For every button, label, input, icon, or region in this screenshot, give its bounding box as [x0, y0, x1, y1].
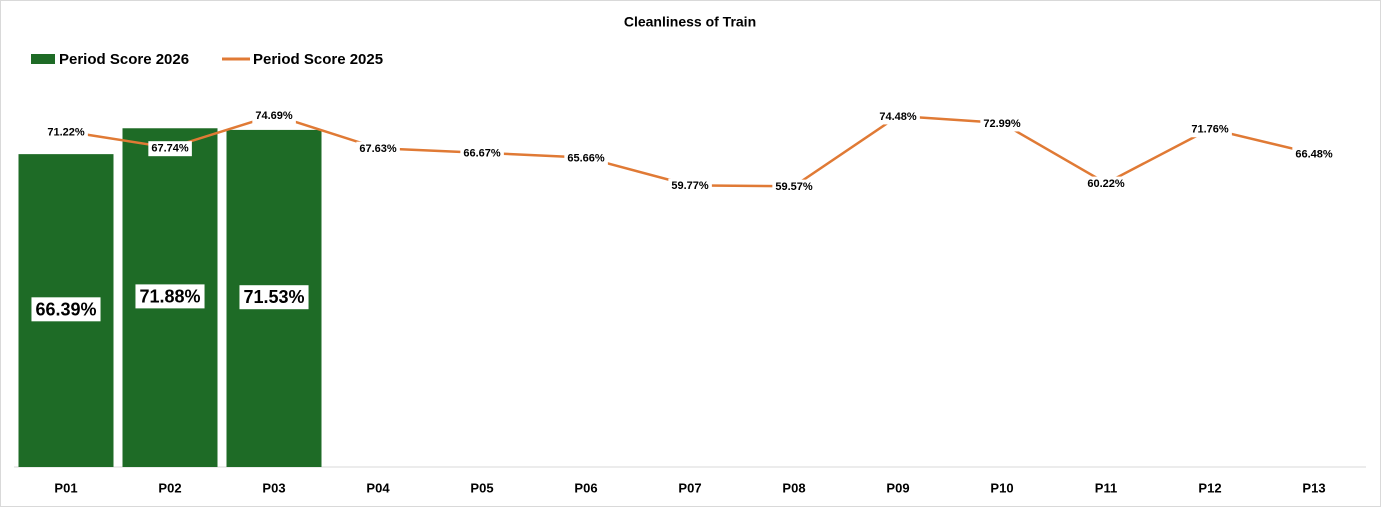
x-tick-label: P01 [54, 480, 77, 495]
data-label: 59.77% [671, 180, 709, 192]
data-label-box [564, 150, 608, 166]
chart-title: Cleanliness of Train [624, 14, 756, 30]
x-tick-label: P11 [1095, 480, 1117, 495]
data-label-box [356, 141, 400, 157]
data-label: 72.99% [983, 118, 1021, 130]
data-label: 71.22% [47, 126, 85, 138]
x-tick-label: P13 [1302, 480, 1325, 495]
data-label: 74.48% [879, 111, 917, 123]
x-tick-label: P05 [470, 480, 493, 495]
data-label-box [980, 116, 1024, 132]
x-tick-label: P02 [158, 480, 181, 495]
data-label: 59.57% [775, 181, 813, 193]
data-label-box [876, 109, 920, 125]
x-tick-label: P03 [262, 480, 285, 495]
data-label-box [239, 285, 309, 310]
x-tick-label: P09 [886, 480, 909, 495]
data-label-box [772, 179, 816, 195]
data-label-box [135, 284, 205, 309]
data-label: 71.88% [139, 286, 200, 306]
x-tick-label: P06 [574, 480, 597, 495]
data-label: 66.67% [463, 148, 501, 160]
data-label-box [148, 141, 192, 157]
data-label: 67.63% [359, 143, 397, 155]
x-tick-label: P07 [678, 480, 701, 495]
data-label: 74.69% [255, 110, 293, 122]
legend-swatch [31, 54, 55, 64]
legend-label: Period Score 2025 [253, 51, 383, 68]
data-label: 60.22% [1087, 178, 1125, 190]
x-tick-label: P12 [1198, 480, 1221, 495]
legend-label: Period Score 2026 [59, 51, 189, 68]
data-label-box [1084, 176, 1128, 192]
data-label-box [1188, 122, 1232, 138]
x-tick-label: P04 [366, 480, 390, 495]
data-label: 65.66% [567, 152, 605, 164]
data-label-box [252, 108, 296, 124]
x-tick-label: P10 [990, 480, 1013, 495]
data-label: 71.76% [1191, 124, 1229, 136]
data-label-box [31, 297, 101, 322]
x-tick-label: P08 [782, 480, 805, 495]
data-label: 66.48% [1295, 149, 1333, 161]
data-label-box [668, 178, 712, 194]
data-label: 67.74% [151, 143, 189, 155]
data-label-box [460, 146, 504, 162]
data-label: 71.53% [243, 287, 304, 307]
data-label-box [44, 124, 88, 140]
data-label-box [1292, 147, 1336, 163]
data-label: 66.39% [35, 299, 96, 319]
